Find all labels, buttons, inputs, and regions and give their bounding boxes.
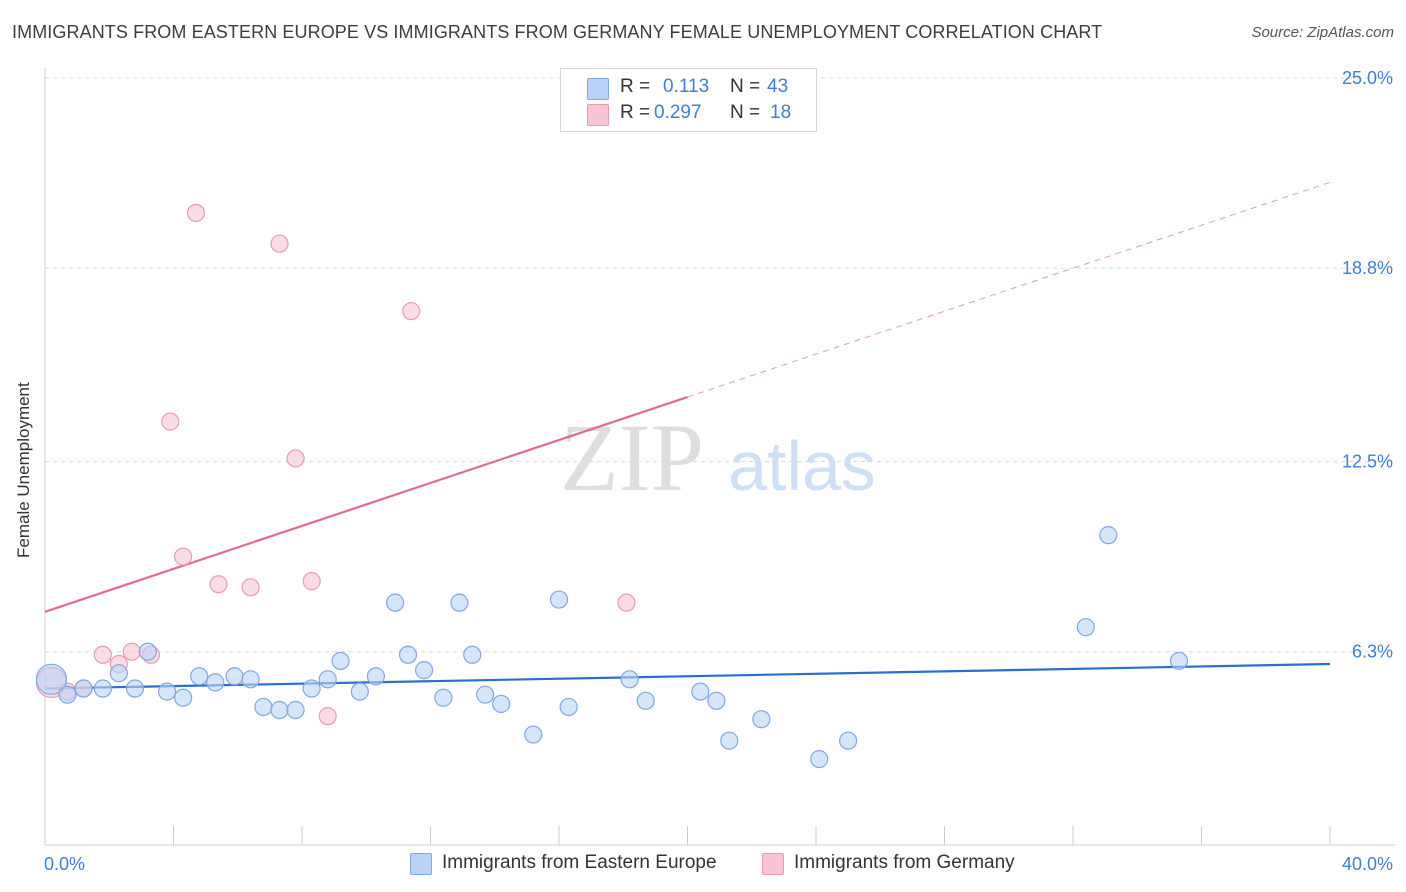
point-eastern-europe (109, 664, 128, 683)
point-eastern-europe (463, 645, 482, 664)
chart-title: IMMIGRANTS FROM EASTERN EUROPE VS IMMIGR… (12, 22, 1103, 42)
legend-n-label: N = (730, 76, 761, 97)
point-eastern-europe (174, 688, 193, 707)
point-eastern-europe (331, 651, 350, 671)
point-eastern-europe (318, 670, 337, 689)
point-germany (186, 203, 206, 223)
point-germany (286, 449, 305, 468)
legend-n-value: 18 (770, 102, 792, 123)
watermark-atlas: atlas (728, 427, 876, 505)
point-eastern-europe (93, 679, 112, 698)
y-axis-label: Female Unemployment (14, 382, 33, 558)
point-eastern-europe (254, 697, 273, 717)
bottom-legend-swatch-blue (410, 853, 432, 875)
point-eastern-europe (58, 685, 77, 704)
point-eastern-europe (414, 661, 434, 680)
point-germany (122, 642, 141, 661)
point-eastern-europe (691, 682, 710, 701)
correlation-legend: R = 0.113 N = 43 R = 0.297 N = 18 (560, 68, 817, 132)
trend-lines (44, 181, 1331, 690)
y-tick-label: 18.8% (1342, 258, 1393, 278)
y-tick-label: 25.0% (1342, 68, 1393, 88)
legend-r-label: R = (620, 76, 651, 97)
point-eastern-europe (386, 593, 405, 612)
legend-n-value: 43 (767, 76, 789, 97)
point-eastern-europe (810, 749, 829, 769)
trend-line-germany (44, 396, 688, 613)
bottom-legend-swatch-pink (762, 853, 784, 875)
point-eastern-europe (270, 700, 289, 720)
point-eastern-europe (549, 590, 569, 609)
point-eastern-europe (559, 697, 578, 717)
bottom-legend-label: Immigrants from Germany (794, 852, 1015, 873)
tick-labels: 6.3% 12.5% 18.8% 25.0% 0.0% 40.0% (44, 68, 1393, 874)
point-eastern-europe (157, 682, 177, 701)
x-tick-label-min: 0.0% (44, 854, 85, 874)
watermark-zip: ZIP (560, 404, 704, 511)
legend-n-label: N = (730, 102, 761, 123)
trend-line-eastern-europe (44, 662, 1331, 690)
source-label: Source: ZipAtlas.com (1251, 24, 1394, 41)
point-germany (270, 234, 289, 253)
watermark: ZIP atlas (560, 404, 876, 511)
point-eastern-europe (302, 679, 321, 698)
point-eastern-europe (707, 691, 726, 710)
point-eastern-europe (225, 667, 244, 686)
point-germany (318, 707, 337, 726)
point-eastern-europe (450, 593, 469, 612)
legend-r-value: 0.113 (663, 76, 710, 97)
point-eastern-europe (492, 694, 511, 713)
legend-swatch-blue (587, 78, 609, 100)
point-eastern-europe (241, 670, 260, 689)
point-germany (617, 593, 636, 612)
point-eastern-europe (350, 682, 369, 701)
point-germany (241, 578, 260, 597)
trend-line-germany-extension (687, 181, 1331, 398)
bottom-legend-label: Immigrants from Eastern Europe (442, 852, 717, 873)
point-eastern-europe (636, 691, 655, 710)
point-eastern-europe (1076, 618, 1095, 637)
point-eastern-europe (206, 673, 225, 692)
point-eastern-europe (366, 667, 385, 686)
points-layer (35, 203, 1189, 769)
point-eastern-europe (138, 642, 157, 661)
point-eastern-europe (839, 731, 858, 750)
grid-layer (45, 77, 1395, 653)
point-eastern-europe (620, 670, 639, 689)
point-eastern-europe (125, 679, 145, 698)
point-germany (209, 575, 228, 594)
legend-r-value: 0.297 (654, 102, 702, 123)
x-tick-label-max: 40.0% (1342, 854, 1393, 874)
point-eastern-europe (720, 731, 739, 750)
axes-layer (44, 68, 1395, 846)
point-germany (174, 547, 193, 566)
point-eastern-europe (434, 688, 453, 707)
point-eastern-europe (398, 645, 418, 664)
point-eastern-europe (524, 725, 543, 744)
legend-swatch-pink (587, 104, 609, 126)
point-eastern-europe (1099, 526, 1118, 545)
point-germany (161, 412, 180, 431)
point-germany (93, 645, 112, 664)
point-germany (302, 572, 321, 591)
point-eastern-europe (286, 700, 305, 720)
legend-r-label: R = (620, 102, 651, 123)
point-eastern-europe (752, 710, 771, 729)
y-tick-label: 6.3% (1352, 642, 1393, 662)
point-germany (402, 302, 421, 321)
point-eastern-europe (74, 679, 93, 698)
point-eastern-europe (1169, 651, 1189, 671)
point-eastern-europe (190, 667, 209, 686)
y-axis-label-wrap: Female Unemployment (12, 300, 42, 620)
point-eastern-europe (476, 685, 495, 704)
y-tick-label: 12.5% (1342, 452, 1393, 472)
point-eastern-europe (35, 663, 68, 695)
